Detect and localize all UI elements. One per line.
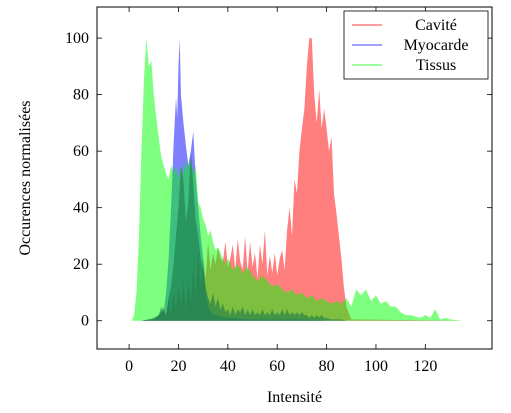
- series-areas: [129, 38, 463, 321]
- x-axis-label: Intensité: [267, 389, 322, 406]
- y-tick-label: 60: [73, 143, 89, 160]
- x-tick-label: 120: [413, 358, 437, 375]
- tick-labels: 0 20 40 60 80 100 120 0 20 40 60 80 100: [65, 30, 437, 375]
- series-area-cavité: [129, 38, 463, 321]
- y-tick-label: 0: [81, 313, 89, 330]
- legend-label-cavité: Cavité: [415, 17, 457, 34]
- x-tick-label: 60: [269, 358, 285, 375]
- x-tick-label: 40: [220, 358, 236, 375]
- x-tick-label: 80: [319, 358, 335, 375]
- legend: Cavité Myocarde Tissus: [343, 10, 489, 80]
- plot-frame: [96, 6, 493, 350]
- legend-label-tissus: Tissus: [416, 57, 456, 74]
- y-tick-label: 80: [73, 87, 89, 104]
- y-tick-label: 20: [73, 256, 89, 273]
- y-tick-label: 100: [65, 30, 89, 47]
- y-tick-label: 40: [73, 200, 89, 217]
- axis-ticks: [97, 7, 492, 349]
- x-tick-label: 100: [364, 358, 388, 375]
- legend-label-myocarde: Myocarde: [404, 37, 469, 54]
- series-area-overlap-3: [129, 151, 463, 321]
- x-tick-label: 20: [170, 358, 186, 375]
- series-area-tissus: [129, 38, 463, 321]
- x-tick-label: 0: [125, 358, 133, 375]
- y-axis-label: Occurences normalisées: [17, 100, 34, 255]
